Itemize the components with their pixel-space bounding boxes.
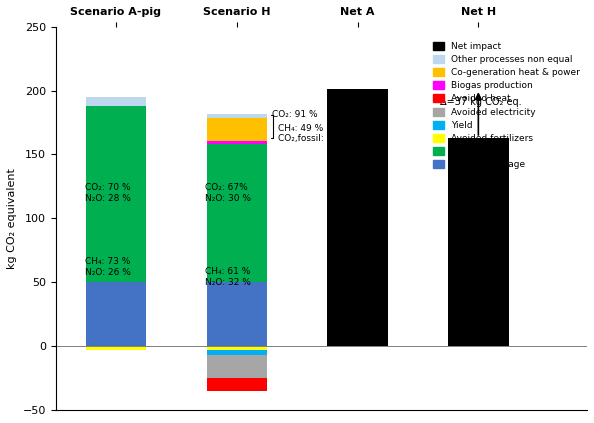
Bar xyxy=(207,118,267,141)
Bar xyxy=(207,144,267,282)
Text: Δ=37 kg CO₂ eq.: Δ=37 kg CO₂ eq. xyxy=(440,97,522,107)
Bar xyxy=(86,346,146,350)
Bar xyxy=(86,282,146,346)
Bar xyxy=(207,346,267,350)
Legend: Net impact, Other processes non equal, Co-generation heat & power, Biogas produc: Net impact, Other processes non equal, C… xyxy=(430,39,583,172)
Bar xyxy=(207,355,267,378)
Text: CH₄: 73 %
N₂O: 26 %: CH₄: 73 % N₂O: 26 % xyxy=(84,257,131,277)
Text: CO₂: 91 %: CO₂: 91 % xyxy=(272,110,317,119)
Bar xyxy=(207,141,267,144)
Bar xyxy=(86,106,146,282)
Bar xyxy=(448,138,508,346)
Bar xyxy=(207,114,267,118)
Bar xyxy=(207,378,267,391)
Y-axis label: kg CO₂ equivalent: kg CO₂ equivalent xyxy=(7,168,17,269)
Bar xyxy=(207,282,267,346)
Bar xyxy=(327,89,388,346)
Text: CH₄: 61 %
N₂O: 32 %: CH₄: 61 % N₂O: 32 % xyxy=(206,267,251,287)
Bar xyxy=(207,350,267,355)
Text: CO₂: 67%
N₂O: 30 %: CO₂: 67% N₂O: 30 % xyxy=(206,183,251,203)
Text: CO₂,fossil: 44 %: CO₂,fossil: 44 % xyxy=(278,134,349,143)
Bar xyxy=(86,97,146,106)
Text: CH₄: 49 %: CH₄: 49 % xyxy=(278,124,323,133)
Text: CO₂: 70 %
N₂O: 28 %: CO₂: 70 % N₂O: 28 % xyxy=(84,183,131,203)
